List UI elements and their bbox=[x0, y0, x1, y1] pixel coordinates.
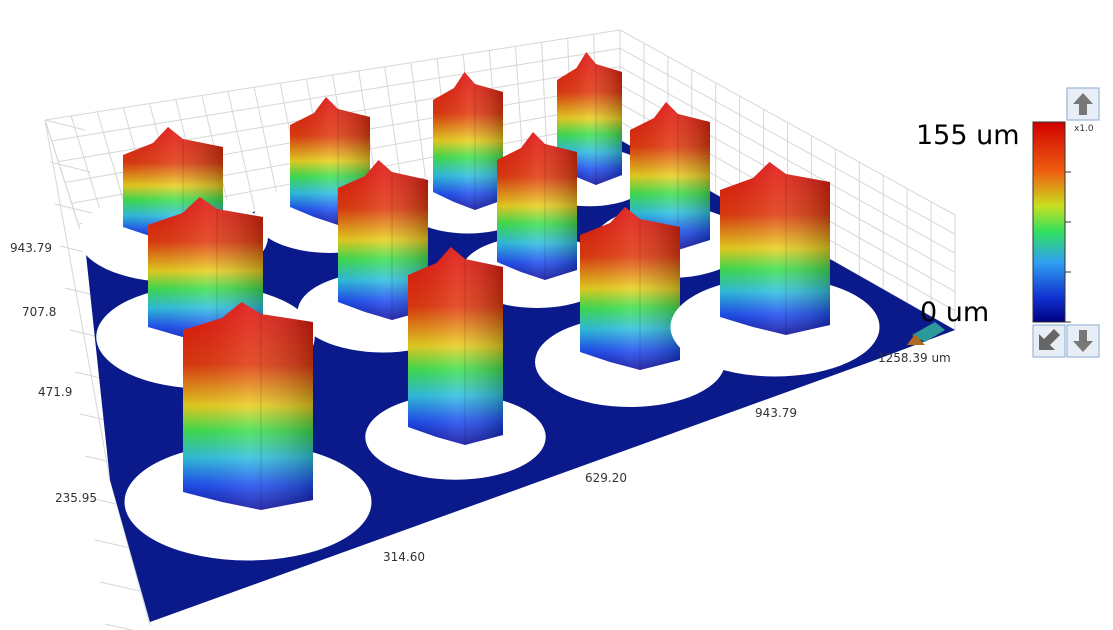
x-label: 314.60 bbox=[383, 550, 425, 564]
pillar-shade bbox=[630, 102, 710, 250]
y-label: 707.8 bbox=[22, 305, 56, 319]
grid-line bbox=[54, 203, 96, 215]
pillar-shade bbox=[408, 247, 503, 445]
y-label: 471.9 bbox=[38, 385, 72, 399]
scale-down-button[interactable] bbox=[1066, 324, 1100, 358]
y-label: 235.95 bbox=[55, 491, 97, 505]
grid-line bbox=[51, 47, 621, 142]
pillar-shade bbox=[433, 72, 503, 210]
grid-line bbox=[44, 119, 86, 246]
grid-line bbox=[44, 119, 111, 481]
pillar-shade bbox=[338, 160, 428, 320]
pillar-shade bbox=[497, 132, 577, 280]
grid-line bbox=[49, 161, 91, 173]
scale-min: 0 um bbox=[920, 297, 989, 328]
pillar-shade bbox=[183, 302, 313, 510]
grid-line bbox=[44, 29, 621, 121]
grid-line bbox=[104, 623, 135, 630]
grid-line bbox=[619, 47, 956, 235]
orientation-icon bbox=[912, 322, 945, 342]
grid-line bbox=[99, 581, 145, 593]
pillar-shade bbox=[720, 162, 830, 335]
x-label: 943.79 bbox=[755, 406, 797, 420]
orientation-icon bbox=[907, 334, 925, 345]
grid-line bbox=[619, 29, 956, 216]
zoom-label: x1.0 bbox=[1074, 124, 1094, 134]
pillar-shade bbox=[580, 207, 680, 370]
scale-up-button[interactable] bbox=[1066, 87, 1100, 121]
x-label: 1258.39 um bbox=[878, 351, 951, 365]
x-label: 629.20 bbox=[585, 471, 627, 485]
y-label: 943.79 bbox=[10, 241, 52, 255]
pillars bbox=[78, 52, 880, 561]
color-bar bbox=[1032, 121, 1066, 323]
grid-line bbox=[44, 119, 86, 131]
scale-reset-button[interactable] bbox=[1032, 324, 1066, 358]
grid-line bbox=[619, 66, 956, 254]
scale-max: 155 um bbox=[916, 120, 1020, 151]
